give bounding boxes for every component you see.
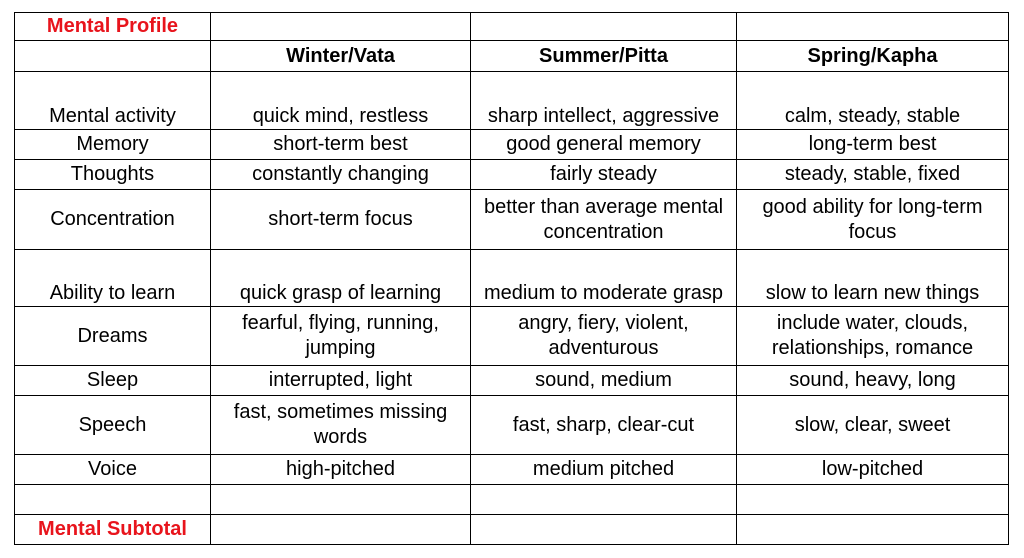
table-row: Ability to learn quick grasp of learning… [14,249,1009,307]
cell-vata: high-pitched [210,454,471,485]
row-label: Thoughts [14,159,211,190]
header-empty-cell [14,40,211,72]
table-row: Thoughts constantly changing fairly stea… [14,159,1009,190]
subtotal-label: Mental Subtotal [14,514,211,545]
table-row: Sleep interrupted, light sound, medium s… [14,365,1009,396]
table-row: Concentration short-term focus better th… [14,189,1009,250]
subtotal-row: Mental Subtotal [14,514,1009,545]
empty-cell [14,484,211,515]
cell-vata: quick mind, restless [210,71,471,130]
cell-vata: fast, sometimes missing words [210,395,471,455]
cell-vata: constantly changing [210,159,471,190]
empty-cell [470,12,737,41]
row-label: Concentration [14,189,211,250]
table-row: Memory short-term best good general memo… [14,129,1009,160]
cell-kapha: low-pitched [736,454,1009,485]
cell-kapha: long-term best [736,129,1009,160]
cell-pitta: medium pitched [470,454,737,485]
row-label: Memory [14,129,211,160]
table-row: Dreams fearful, flying, running, jumping… [14,306,1009,366]
row-label: Mental activity [14,71,211,130]
cell-kapha: calm, steady, stable [736,71,1009,130]
row-label: Sleep [14,365,211,396]
column-header-kapha: Spring/Kapha [736,40,1009,72]
cell-vata: short-term best [210,129,471,160]
cell-vata: interrupted, light [210,365,471,396]
cell-vata: quick grasp of learning [210,249,471,307]
table-title: Mental Profile [14,12,211,41]
cell-kapha: slow, clear, sweet [736,395,1009,455]
empty-cell [210,12,471,41]
table-row: Voice high-pitched medium pitched low-pi… [14,454,1009,485]
cell-kapha: steady, stable, fixed [736,159,1009,190]
cell-kapha: sound, heavy, long [736,365,1009,396]
subtotal-cell-pitta [470,514,737,545]
cell-kapha: good ability for long-term focus [736,189,1009,250]
row-label: Speech [14,395,211,455]
empty-cell [736,484,1009,515]
cell-vata: short-term focus [210,189,471,250]
cell-pitta: better than average mental concentration [470,189,737,250]
mental-profile-table: Mental Profile Winter/Vata Summer/Pitta … [14,12,1009,545]
cell-kapha: slow to learn new things [736,249,1009,307]
cell-pitta: fairly steady [470,159,737,190]
cell-pitta: sound, medium [470,365,737,396]
table-row: Speech fast, sometimes missing words fas… [14,395,1009,455]
subtotal-cell-kapha [736,514,1009,545]
row-label: Voice [14,454,211,485]
row-label: Dreams [14,306,211,366]
column-header-pitta: Summer/Pitta [470,40,737,72]
subtotal-cell-vata [210,514,471,545]
cell-pitta: sharp intellect, aggressive [470,71,737,130]
cell-pitta: angry, fiery, violent, adventurous [470,306,737,366]
table-row: Mental activity quick mind, restless sha… [14,71,1009,130]
empty-cell [470,484,737,515]
cell-pitta: fast, sharp, clear-cut [470,395,737,455]
cell-pitta: good general memory [470,129,737,160]
cell-vata: fearful, flying, running, jumping [210,306,471,366]
cell-pitta: medium to moderate grasp [470,249,737,307]
empty-cell [736,12,1009,41]
table-row [14,484,1009,515]
cell-kapha: include water, clouds, relationships, ro… [736,306,1009,366]
column-header-vata: Winter/Vata [210,40,471,72]
empty-cell [210,484,471,515]
row-label: Ability to learn [14,249,211,307]
